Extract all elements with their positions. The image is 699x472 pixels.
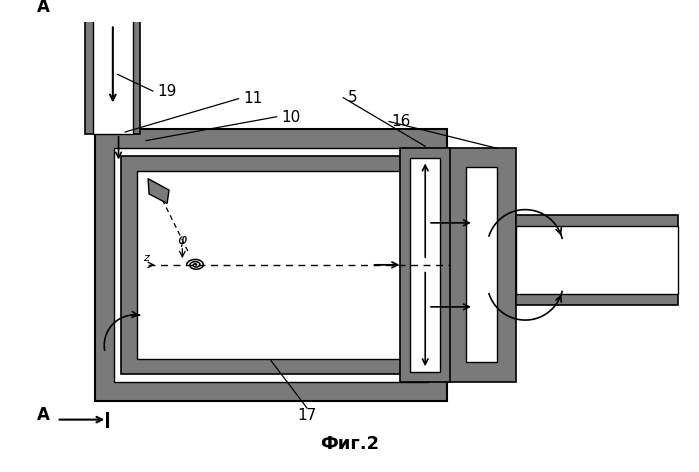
- Polygon shape: [466, 167, 497, 362]
- Polygon shape: [447, 148, 516, 381]
- Polygon shape: [93, 17, 133, 134]
- Polygon shape: [95, 129, 447, 401]
- Text: z: z: [143, 253, 149, 263]
- Text: 5: 5: [348, 91, 358, 105]
- Polygon shape: [401, 148, 450, 381]
- Polygon shape: [516, 215, 677, 305]
- Polygon shape: [122, 156, 421, 374]
- Text: 19: 19: [157, 84, 177, 99]
- Polygon shape: [114, 148, 428, 381]
- Text: Фиг.2: Фиг.2: [320, 435, 380, 453]
- Text: 10: 10: [282, 110, 301, 125]
- Text: 16: 16: [391, 114, 410, 129]
- Text: 11: 11: [243, 92, 263, 106]
- Polygon shape: [148, 179, 169, 203]
- Text: $\varphi$: $\varphi$: [177, 234, 188, 249]
- Text: A: A: [37, 405, 50, 423]
- Text: 17: 17: [298, 408, 317, 422]
- Polygon shape: [410, 158, 440, 372]
- Polygon shape: [136, 171, 405, 359]
- Text: A: A: [37, 0, 50, 16]
- Polygon shape: [516, 226, 677, 294]
- Polygon shape: [85, 17, 140, 134]
